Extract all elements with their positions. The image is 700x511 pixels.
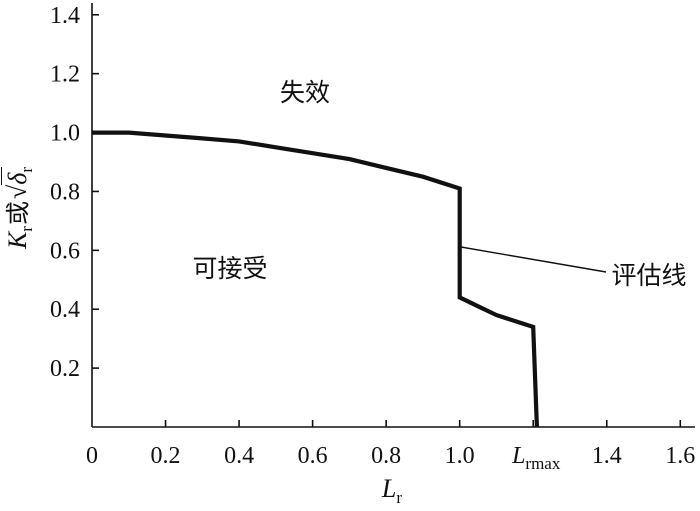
y-label-radicand: δr — [1, 166, 36, 185]
x-tick-label-main-6: L — [511, 443, 525, 469]
y-tick-label-6: 1.4 — [50, 3, 80, 29]
y-tick-label-5: 1.2 — [50, 62, 80, 88]
y-label-delta-subscript: r — [17, 166, 36, 173]
x-tick-label-1: 0.2 — [151, 443, 181, 469]
x-tick-label-7: 1.4 — [592, 443, 622, 469]
x-axis-label-main: L — [381, 474, 396, 503]
y-axis-ticks — [92, 13, 99, 369]
x-tick-label-3: 0.6 — [298, 443, 328, 469]
assessment-line-curve — [92, 130, 539, 428]
y-tick-label-1: 0.4 — [50, 297, 80, 323]
x-tick-label-8: 1.6 — [665, 443, 695, 469]
x-axis-tick-labels: 0 0.2 0.4 0.6 0.8 1.0 Lrmax 1.4 1.6 — [86, 443, 695, 473]
y-tick-label-0: 0.2 — [50, 356, 80, 382]
x-axis-label-subscript: r — [396, 488, 402, 507]
y-tick-label-3: 0.8 — [50, 179, 80, 205]
x-tick-label-0: 0 — [86, 443, 98, 469]
y-label-radical: √ — [3, 184, 32, 200]
y-label-delta: δ — [3, 172, 32, 185]
x-tick-label-6: Lrmax — [511, 443, 561, 473]
y-axis-label: Kr或√δr — [1, 166, 36, 250]
failure-region-label: 失效 — [280, 78, 330, 107]
axes — [91, 3, 695, 428]
y-axis-tick-labels: 0.2 0.4 0.6 0.8 1.0 1.2 1.4 — [50, 3, 80, 382]
y-tick-label-4: 1.0 — [50, 121, 80, 147]
y-tick-label-2: 0.6 — [50, 238, 80, 264]
assessment-line-label: 评估线 — [611, 261, 686, 290]
y-label-k-subscript: r — [17, 226, 36, 232]
x-tick-label-subscript-6: rmax — [525, 454, 560, 473]
x-tick-label-4: 0.8 — [371, 443, 401, 469]
y-label-k: K — [3, 231, 32, 250]
y-label-conjunction: 或 — [4, 201, 32, 226]
acceptable-region-label: 可接受 — [192, 254, 267, 283]
x-tick-label-2: 0.4 — [224, 443, 254, 469]
x-axis-label: Lr — [381, 474, 402, 507]
x-tick-label-5: 1.0 — [445, 443, 475, 469]
assessment-line-leader — [460, 246, 607, 273]
x-axis-ticks — [164, 420, 682, 427]
